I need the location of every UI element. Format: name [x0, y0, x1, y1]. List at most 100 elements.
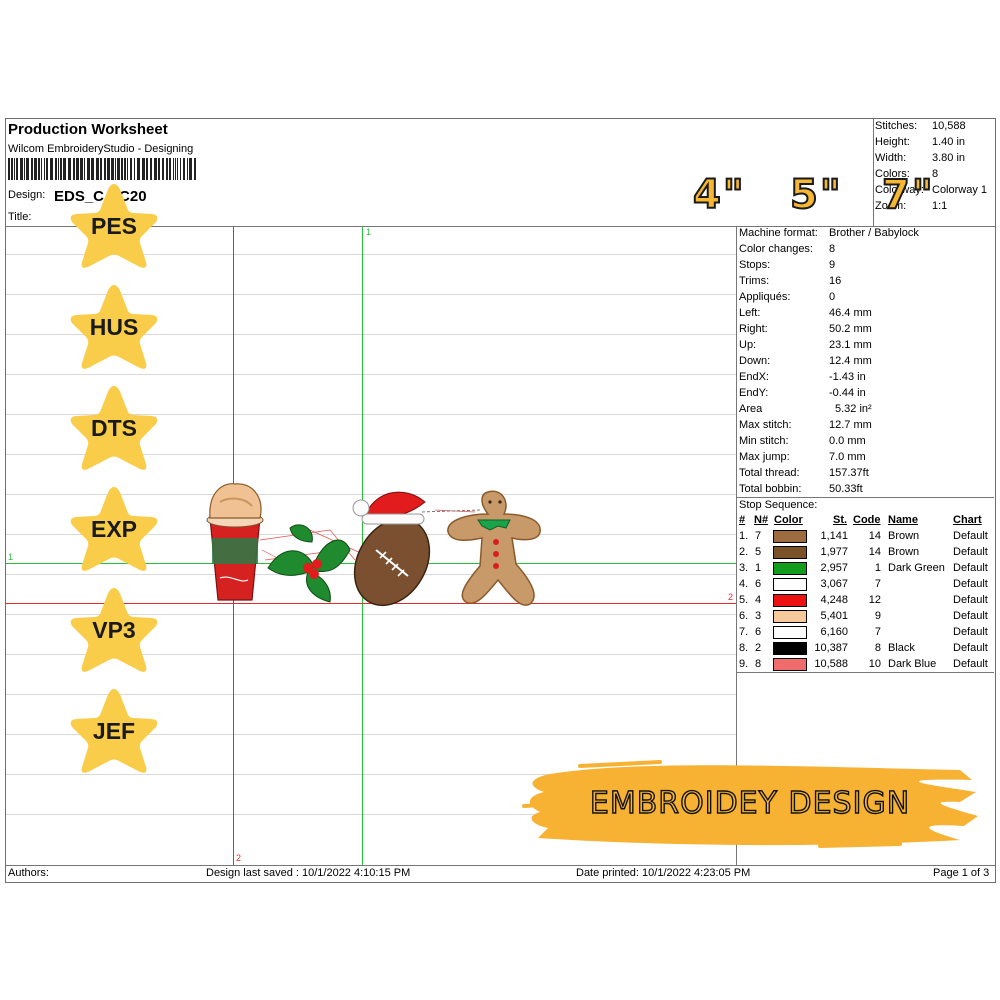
grid-line — [6, 374, 736, 375]
format-label: VP3 — [92, 617, 136, 643]
grid-line — [6, 614, 736, 615]
stop-row-code: 14 — [868, 530, 881, 542]
footer-authors: Authors: — [8, 867, 49, 879]
grid-line — [6, 734, 736, 735]
stop-sequence-divider — [736, 497, 994, 498]
barcode-bar — [189, 158, 192, 180]
barcode-bar — [121, 158, 123, 180]
size-5-inch: 5" — [789, 171, 843, 219]
summary-label: Colorway: — [875, 184, 924, 196]
machine-info-value: 46.4 mm — [829, 307, 872, 319]
machine-info-label: Left: — [739, 307, 761, 319]
barcode-bar — [80, 158, 83, 180]
color-swatch — [773, 562, 807, 575]
grid-line — [6, 774, 736, 775]
color-swatch — [773, 546, 807, 559]
stop-row-stitches: 4,248 — [820, 594, 848, 606]
format-star-dts: DTS — [66, 382, 162, 474]
red-bottom-marker: 2 — [236, 853, 242, 863]
barcode-bar — [127, 158, 128, 180]
stop-sequence-bottom-divider — [736, 672, 994, 673]
stop-row-name: Brown — [888, 530, 920, 542]
stop-row-name: Dark Green — [888, 562, 945, 574]
stop-row-stitches: 1,141 — [820, 530, 848, 542]
stop-row-code: 12 — [868, 594, 881, 606]
star-icon — [70, 285, 158, 369]
barcode-bar — [107, 158, 110, 180]
barcode-bar — [146, 158, 148, 180]
machine-info-value: 8 — [829, 243, 836, 255]
machine-info-value: 12.4 mm — [829, 355, 872, 367]
gingerbread-man-icon — [447, 490, 541, 606]
barcode-bar — [134, 158, 135, 180]
machine-info-value: 9 — [829, 259, 836, 271]
format-label: HUS — [89, 314, 139, 340]
stop-row-needle: 5 — [755, 546, 762, 558]
barcode-bar — [124, 158, 126, 180]
grid-line — [6, 814, 736, 815]
stop-row-chart: Default — [953, 610, 988, 622]
barcode-bar — [154, 158, 157, 180]
barcode-bar — [194, 158, 196, 180]
stop-row-needle: 3 — [755, 610, 762, 622]
barcode-bar — [150, 158, 152, 180]
machine-info-label: Max jump: — [739, 451, 790, 463]
footer-printed: Date printed: 10/1/2022 4:23:05 PM — [576, 867, 751, 879]
grid-line — [6, 294, 736, 295]
stop-row-needle: 4 — [755, 594, 762, 606]
stop-row-chart: Default — [953, 546, 988, 558]
barcode-bar — [73, 158, 75, 180]
format-star-hus: HUS — [66, 281, 162, 373]
footer-saved: Design last saved : 10/1/2022 4:10:15 PM — [206, 867, 411, 879]
stop-row-num: 7. — [739, 626, 749, 638]
machine-info-label: EndY: — [739, 387, 769, 399]
stop-row-num: 9. — [739, 658, 749, 670]
size-7-inch: 7" — [881, 171, 935, 219]
stop-row-name: Black — [888, 642, 915, 654]
grid-line — [6, 654, 736, 655]
barcode-bar — [166, 158, 168, 180]
barcode-bar — [177, 158, 178, 180]
stop-row-name: Dark Blue — [888, 658, 937, 670]
grid-line — [6, 414, 736, 415]
format-star-vp3: VP3 — [66, 584, 162, 676]
barcode-bar — [87, 158, 90, 180]
brand-text: EMBROIDEY DESIGN — [589, 785, 911, 821]
format-label: JEF — [92, 718, 136, 744]
machine-info-value: 0 — [829, 291, 836, 303]
stop-row-chart: Default — [953, 642, 988, 654]
stop-row-num: 4. — [739, 578, 749, 590]
machine-info-label: Total bobbin: — [739, 483, 802, 495]
stop-row-chart: Default — [953, 626, 988, 638]
color-swatch — [773, 658, 807, 671]
barcode-bar — [130, 158, 132, 180]
machine-info-label: Area — [739, 403, 763, 415]
machine-info-value: 5.32 in² — [835, 403, 872, 415]
stop-row-chart: Default — [953, 578, 988, 590]
stop-row-needle: 1 — [755, 562, 762, 574]
barcode-bar — [180, 158, 181, 180]
machine-info-value: 157.37ft — [829, 467, 869, 479]
stop-row-code: 1 — [874, 562, 881, 574]
stop-row-needle: 2 — [755, 642, 762, 654]
column-header-color: Color — [774, 514, 803, 526]
barcode-bar — [117, 158, 120, 180]
stop-sequence-title: Stop Sequence: — [739, 499, 818, 511]
star-icon — [70, 386, 158, 470]
barcode-bar — [31, 158, 33, 180]
machine-info-label: Total thread: — [739, 467, 800, 479]
barcode-bar — [68, 158, 71, 180]
stop-row-chart: Default — [953, 594, 988, 606]
summary-value: 8 — [932, 168, 939, 180]
machine-info-value: 0.0 mm — [829, 435, 866, 447]
format-star-jef: JEF — [66, 685, 162, 777]
brand-banner: EMBROIDEY DESIGN — [520, 756, 980, 852]
machine-info-label: Trims: — [739, 275, 770, 287]
stop-row-stitches: 5,401 — [820, 610, 848, 622]
football-icon — [352, 491, 431, 607]
design-label: Design: — [8, 189, 46, 201]
stop-row-num: 3. — [739, 562, 749, 574]
color-swatch — [773, 594, 807, 607]
barcode-bar — [175, 158, 176, 180]
barcode-bar — [14, 158, 15, 180]
